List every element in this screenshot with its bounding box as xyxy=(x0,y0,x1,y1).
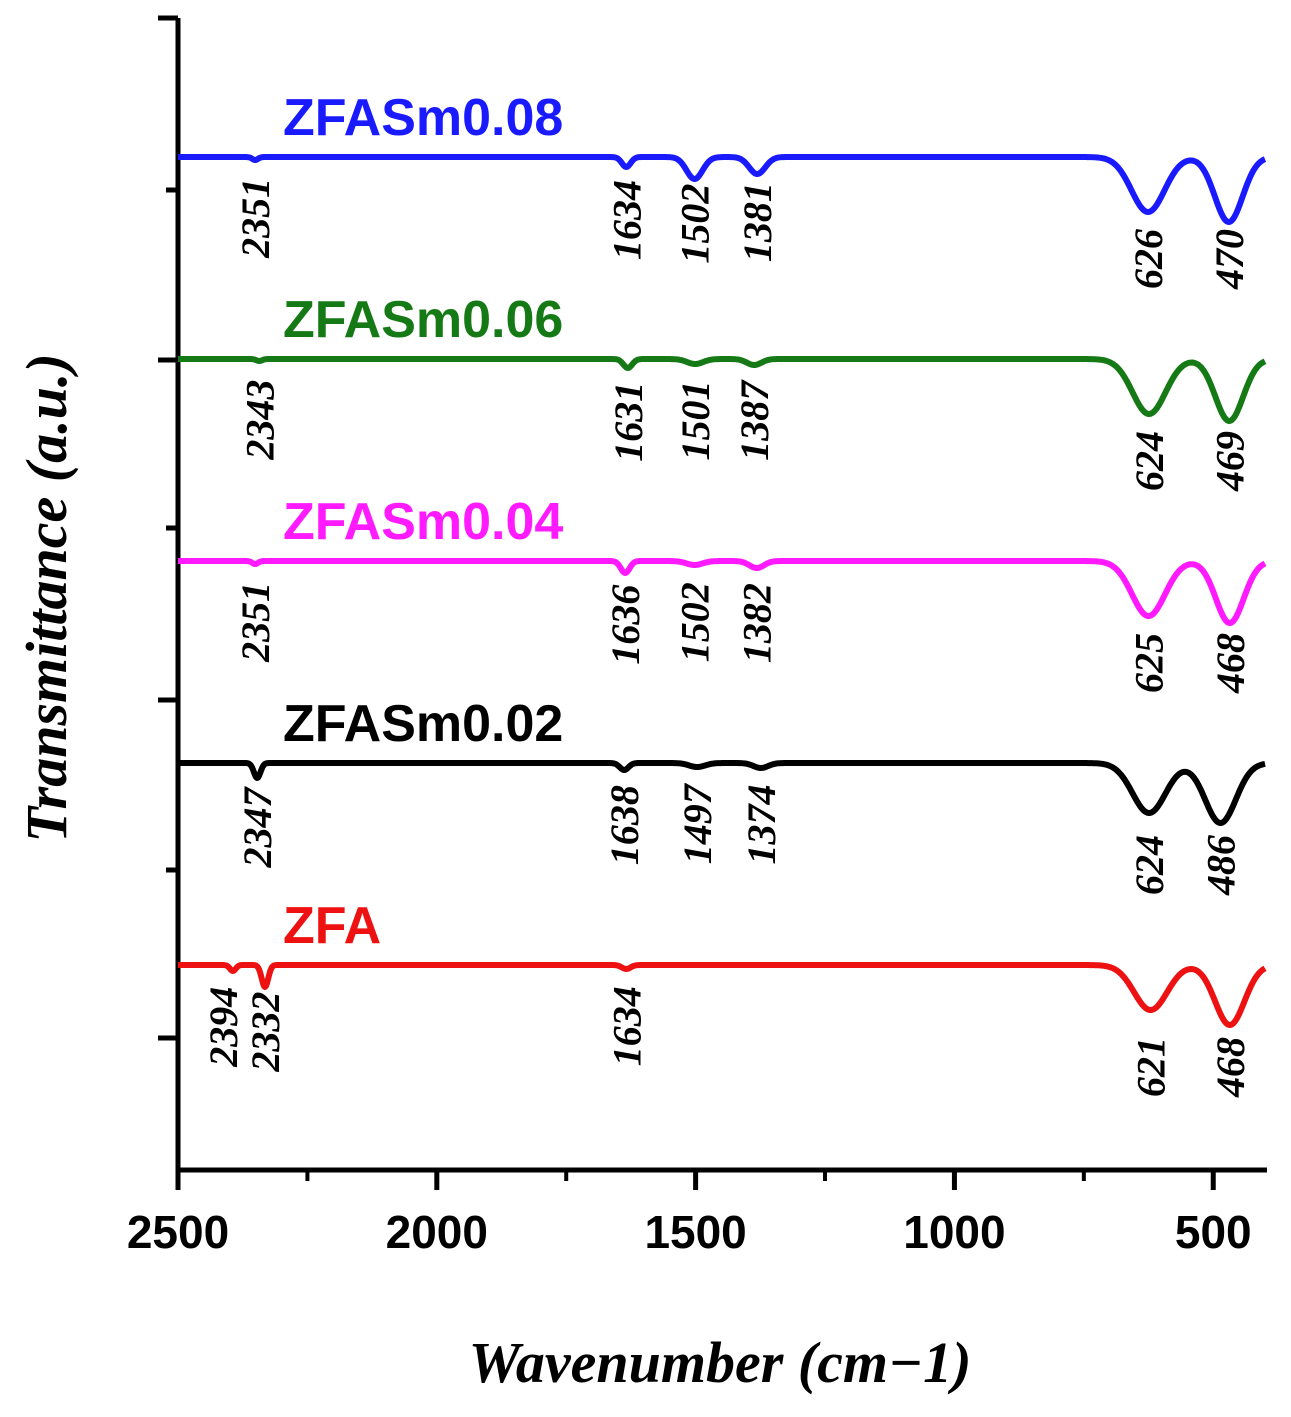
peak-label: 1381 xyxy=(735,182,780,262)
peak-label: 1636 xyxy=(603,585,648,665)
series-label: ZFASm0.06 xyxy=(283,291,563,349)
peak-label: 2347 xyxy=(235,786,280,869)
x-axis-title: Wavenumber (cm−1) xyxy=(469,1330,972,1395)
peak-label: 1634 xyxy=(604,986,649,1066)
peak-label: 2351 xyxy=(233,582,278,663)
peak-label: 1387 xyxy=(732,379,777,461)
peak-label: 2332 xyxy=(243,992,288,1073)
peak-label: 1634 xyxy=(604,180,649,260)
peak-label: 1502 xyxy=(673,582,718,662)
peak-label: 469 xyxy=(1207,431,1252,492)
peak-label: 1501 xyxy=(673,381,718,461)
series-label: ZFASm0.04 xyxy=(283,493,563,551)
x-tick-label: 1500 xyxy=(644,1206,746,1258)
series-line-zfasm008 xyxy=(176,154,1267,225)
peak-label: 468 xyxy=(1208,1037,1253,1098)
peak-label: 624 xyxy=(1127,431,1172,491)
peak-label: 468 xyxy=(1208,633,1253,694)
series-label: ZFASm0.08 xyxy=(283,89,563,147)
x-tick-label: 500 xyxy=(1175,1206,1252,1258)
x-tick-label: 2000 xyxy=(386,1206,488,1258)
peak-label: 486 xyxy=(1199,835,1244,896)
peak-label: 621 xyxy=(1129,1037,1174,1097)
series-line-zfasm002 xyxy=(176,760,1267,826)
series-line-zfasm006 xyxy=(176,356,1267,424)
series-label: ZFA xyxy=(283,897,381,955)
peak-label: 625 xyxy=(1127,633,1172,693)
peak-label: 1497 xyxy=(675,782,720,864)
peak-label: 1374 xyxy=(739,785,784,865)
peak-label: 624 xyxy=(1127,835,1172,895)
peak-label: 1502 xyxy=(673,184,718,264)
series-label: ZFASm0.02 xyxy=(283,695,563,753)
axes: 2500 2000 1500 1000 500 xyxy=(127,15,1267,1258)
peak-label: 626 xyxy=(1126,229,1171,289)
series-layer xyxy=(176,154,1267,1028)
y-axis-title: Transmittance (a.u.) xyxy=(14,353,79,842)
peak-label: 2351 xyxy=(233,178,278,259)
peak-label: 2394 xyxy=(201,987,246,1068)
series-line-zfasm004 xyxy=(176,558,1267,626)
peak-label: 1631 xyxy=(606,382,651,462)
peak-label: 2343 xyxy=(237,380,282,461)
peak-label: 1382 xyxy=(735,583,780,663)
x-tick-label: 2500 xyxy=(127,1206,229,1258)
x-tick-label: 1000 xyxy=(903,1206,1005,1258)
peak-label: 1638 xyxy=(602,785,647,865)
series-line-zfa xyxy=(176,962,1267,1028)
peak-label: 470 xyxy=(1207,229,1252,290)
